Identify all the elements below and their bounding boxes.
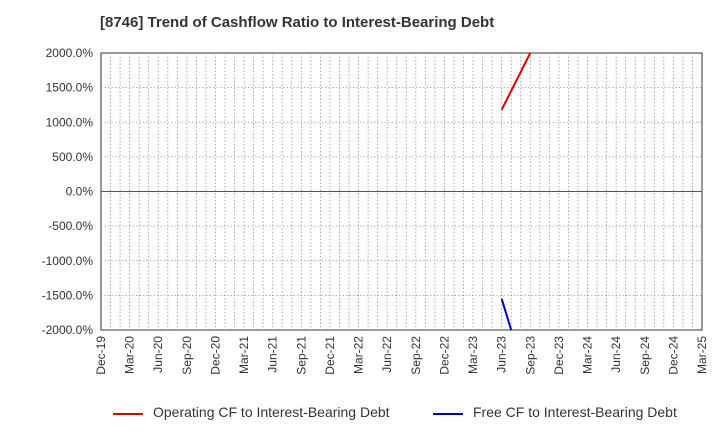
x-tick-label: Jun-23 [495, 336, 509, 373]
y-tick-label: 0.0% [66, 185, 94, 199]
x-tick-label: Sep-21 [294, 336, 308, 375]
x-tick-label: Sep-23 [523, 336, 537, 375]
y-tick-label: -1500.0% [42, 288, 94, 302]
y-tick-label: -1000.0% [42, 254, 94, 268]
x-tick-label: Mar-21 [237, 336, 251, 374]
legend-label-free-cf: Free CF to Interest-Bearing Debt [473, 404, 677, 420]
x-tick-label: Mar-23 [466, 336, 480, 374]
x-tick-label: Dec-22 [437, 336, 451, 375]
x-tick-label: Sep-24 [638, 336, 652, 375]
x-tick-label: Mar-25 [695, 336, 709, 374]
x-tick-label: Mar-24 [581, 336, 595, 374]
x-tick-label: Dec-23 [552, 336, 566, 375]
y-tick-label: 1500.0% [46, 81, 94, 95]
x-tick-label: Jun-24 [609, 336, 623, 373]
y-tick-label: 500.0% [52, 150, 93, 164]
series-line-0 [500, 52, 532, 111]
y-tick-label: -500.0% [48, 219, 93, 233]
chart-title: [8746] Trend of Cashflow Ratio to Intere… [100, 14, 495, 31]
x-tick-label: Sep-22 [409, 336, 423, 375]
x-tick-label: Dec-24 [666, 336, 680, 375]
x-tick-label: Sep-20 [180, 336, 194, 375]
legend-swatch-free-cf [433, 413, 463, 415]
legend: Operating CF to Interest-Bearing Debt Fr… [0, 404, 720, 426]
legend-swatch-operating-cf [113, 413, 143, 415]
x-tick-label: Mar-22 [352, 336, 366, 374]
x-tick-label: Jun-20 [151, 336, 165, 373]
x-tick-label: Dec-21 [323, 336, 337, 375]
x-tick-label: Mar-20 [123, 336, 137, 374]
y-tick-label: 1000.0% [46, 115, 94, 129]
x-tick-label: Dec-19 [94, 336, 108, 375]
x-tick-label: Jun-21 [266, 336, 280, 373]
x-tick-label: Dec-20 [208, 336, 222, 375]
y-tick-label: -2000.0% [42, 323, 94, 337]
x-tick-label: Jun-22 [380, 336, 394, 373]
legend-label-operating-cf: Operating CF to Interest-Bearing Debt [153, 404, 390, 420]
series-line-1 [500, 298, 513, 331]
y-tick-label: 2000.0% [46, 46, 94, 60]
